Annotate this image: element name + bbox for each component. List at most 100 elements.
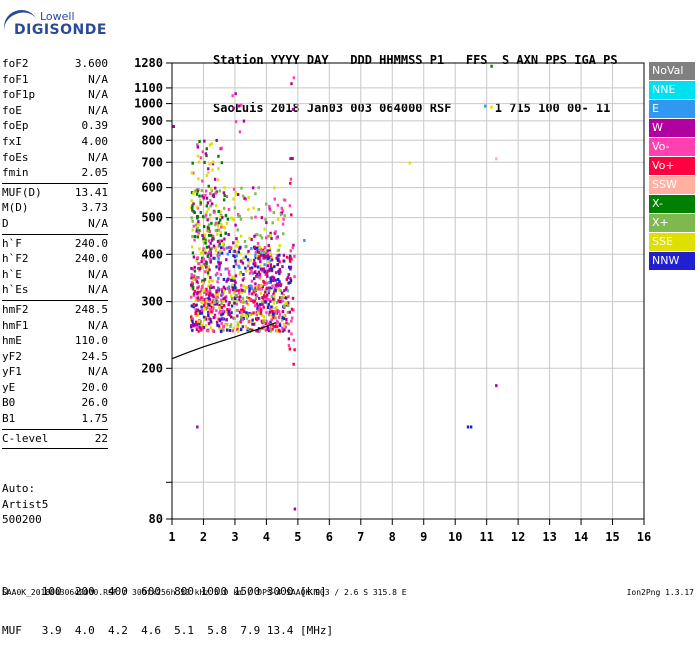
echo-point: [277, 315, 281, 319]
echo-point: [276, 320, 279, 324]
echo-point: [190, 273, 193, 277]
echo-point: [197, 177, 200, 181]
echo-point: [255, 294, 259, 298]
echo-point: [212, 210, 216, 214]
echo-point: [226, 217, 230, 221]
echo-point: [231, 94, 234, 98]
echo-point: [233, 299, 236, 303]
echo-point: [223, 247, 226, 251]
echo-point: [269, 263, 273, 267]
echo-point: [207, 273, 210, 277]
echo-point: [202, 196, 205, 200]
echo-point: [283, 198, 287, 202]
echo-point: [255, 302, 259, 306]
echo-point: [200, 296, 203, 300]
echo-point: [248, 284, 252, 288]
y-tick-label: 300: [141, 295, 163, 309]
echo-point: [227, 309, 231, 313]
echo-point: [490, 105, 493, 109]
echo-point: [260, 236, 264, 240]
echo-point: [287, 329, 291, 333]
echo-point: [239, 299, 243, 303]
echo-point: [288, 254, 292, 258]
echo-point: [239, 290, 243, 294]
echo-point: [262, 253, 265, 257]
echo-point: [199, 292, 202, 296]
echo-point: [222, 191, 226, 195]
echo-point: [218, 319, 222, 323]
echo-point: [205, 297, 208, 301]
echo-point: [192, 302, 196, 306]
echo-point: [212, 295, 215, 299]
echo-point: [201, 150, 204, 154]
echo-point: [279, 213, 283, 217]
echo-point: [242, 119, 246, 123]
echo-point: [217, 257, 220, 261]
scaled-parameters: foF2 3.600 foF1 N/A foF1p N/A foE N/A foEp 0.39 fx…: [2, 57, 108, 451]
echo-point: [195, 192, 199, 196]
echo-point: [246, 251, 250, 255]
echo-point: [232, 241, 235, 245]
echo-point: [269, 324, 273, 328]
echo-point: [202, 247, 205, 251]
echo-point: [265, 236, 268, 240]
echo-point: [267, 329, 271, 333]
echo-point: [285, 303, 289, 307]
echo-point: [238, 310, 242, 314]
echo-point: [215, 294, 218, 298]
echo-point: [258, 251, 261, 255]
echo-point: [244, 266, 247, 270]
echo-point: [208, 162, 211, 166]
echo-point: [282, 322, 286, 326]
echo-point: [222, 225, 225, 229]
echo-point: [212, 237, 215, 241]
param-key: yE: [2, 380, 16, 394]
echo-point: [193, 265, 196, 269]
echo-point: [215, 320, 219, 324]
echo-point: [227, 271, 231, 275]
echo-point: [288, 204, 292, 208]
echo-point: [198, 194, 201, 198]
echo-point: [241, 296, 244, 300]
echo-point: [217, 154, 220, 158]
echo-point: [266, 326, 270, 330]
echo-point: [207, 233, 211, 237]
echo-point: [261, 300, 264, 304]
x-tick-label: 1: [168, 530, 175, 544]
echo-point: [190, 191, 194, 195]
echo-point: [211, 160, 215, 164]
echo-point: [209, 204, 212, 208]
param-value: N/A: [88, 318, 108, 332]
echo-point: [495, 157, 498, 161]
echo-point: [230, 311, 233, 315]
y-tick-label: 80: [149, 512, 163, 526]
echo-point: [267, 256, 271, 260]
echo-point: [206, 268, 209, 272]
auto-code: 500200: [2, 513, 42, 527]
echo-point: [267, 322, 270, 326]
echo-point: [192, 171, 195, 175]
echo-point: [204, 152, 208, 156]
echo-point: [207, 207, 210, 211]
echo-point: [270, 318, 273, 322]
echo-point: [288, 281, 292, 285]
echo-point: [270, 258, 274, 262]
echo-point: [220, 321, 223, 325]
echo-point: [247, 249, 250, 253]
echo-point: [271, 327, 274, 331]
echo-point: [220, 246, 223, 250]
echo-point: [192, 305, 195, 309]
echo-point: [238, 272, 242, 276]
echo-point: [271, 324, 274, 328]
echo-point: [266, 252, 269, 256]
echo-point: [205, 299, 208, 303]
echo-point: [221, 309, 225, 313]
echo-point: [232, 106, 235, 110]
param-value: N/A: [88, 267, 108, 281]
echo-point: [276, 203, 280, 207]
echo-point: [260, 287, 264, 291]
echo-point: [243, 289, 246, 293]
param-value: 22: [94, 431, 108, 445]
echo-point: [233, 279, 237, 283]
echo-point: [264, 295, 267, 299]
